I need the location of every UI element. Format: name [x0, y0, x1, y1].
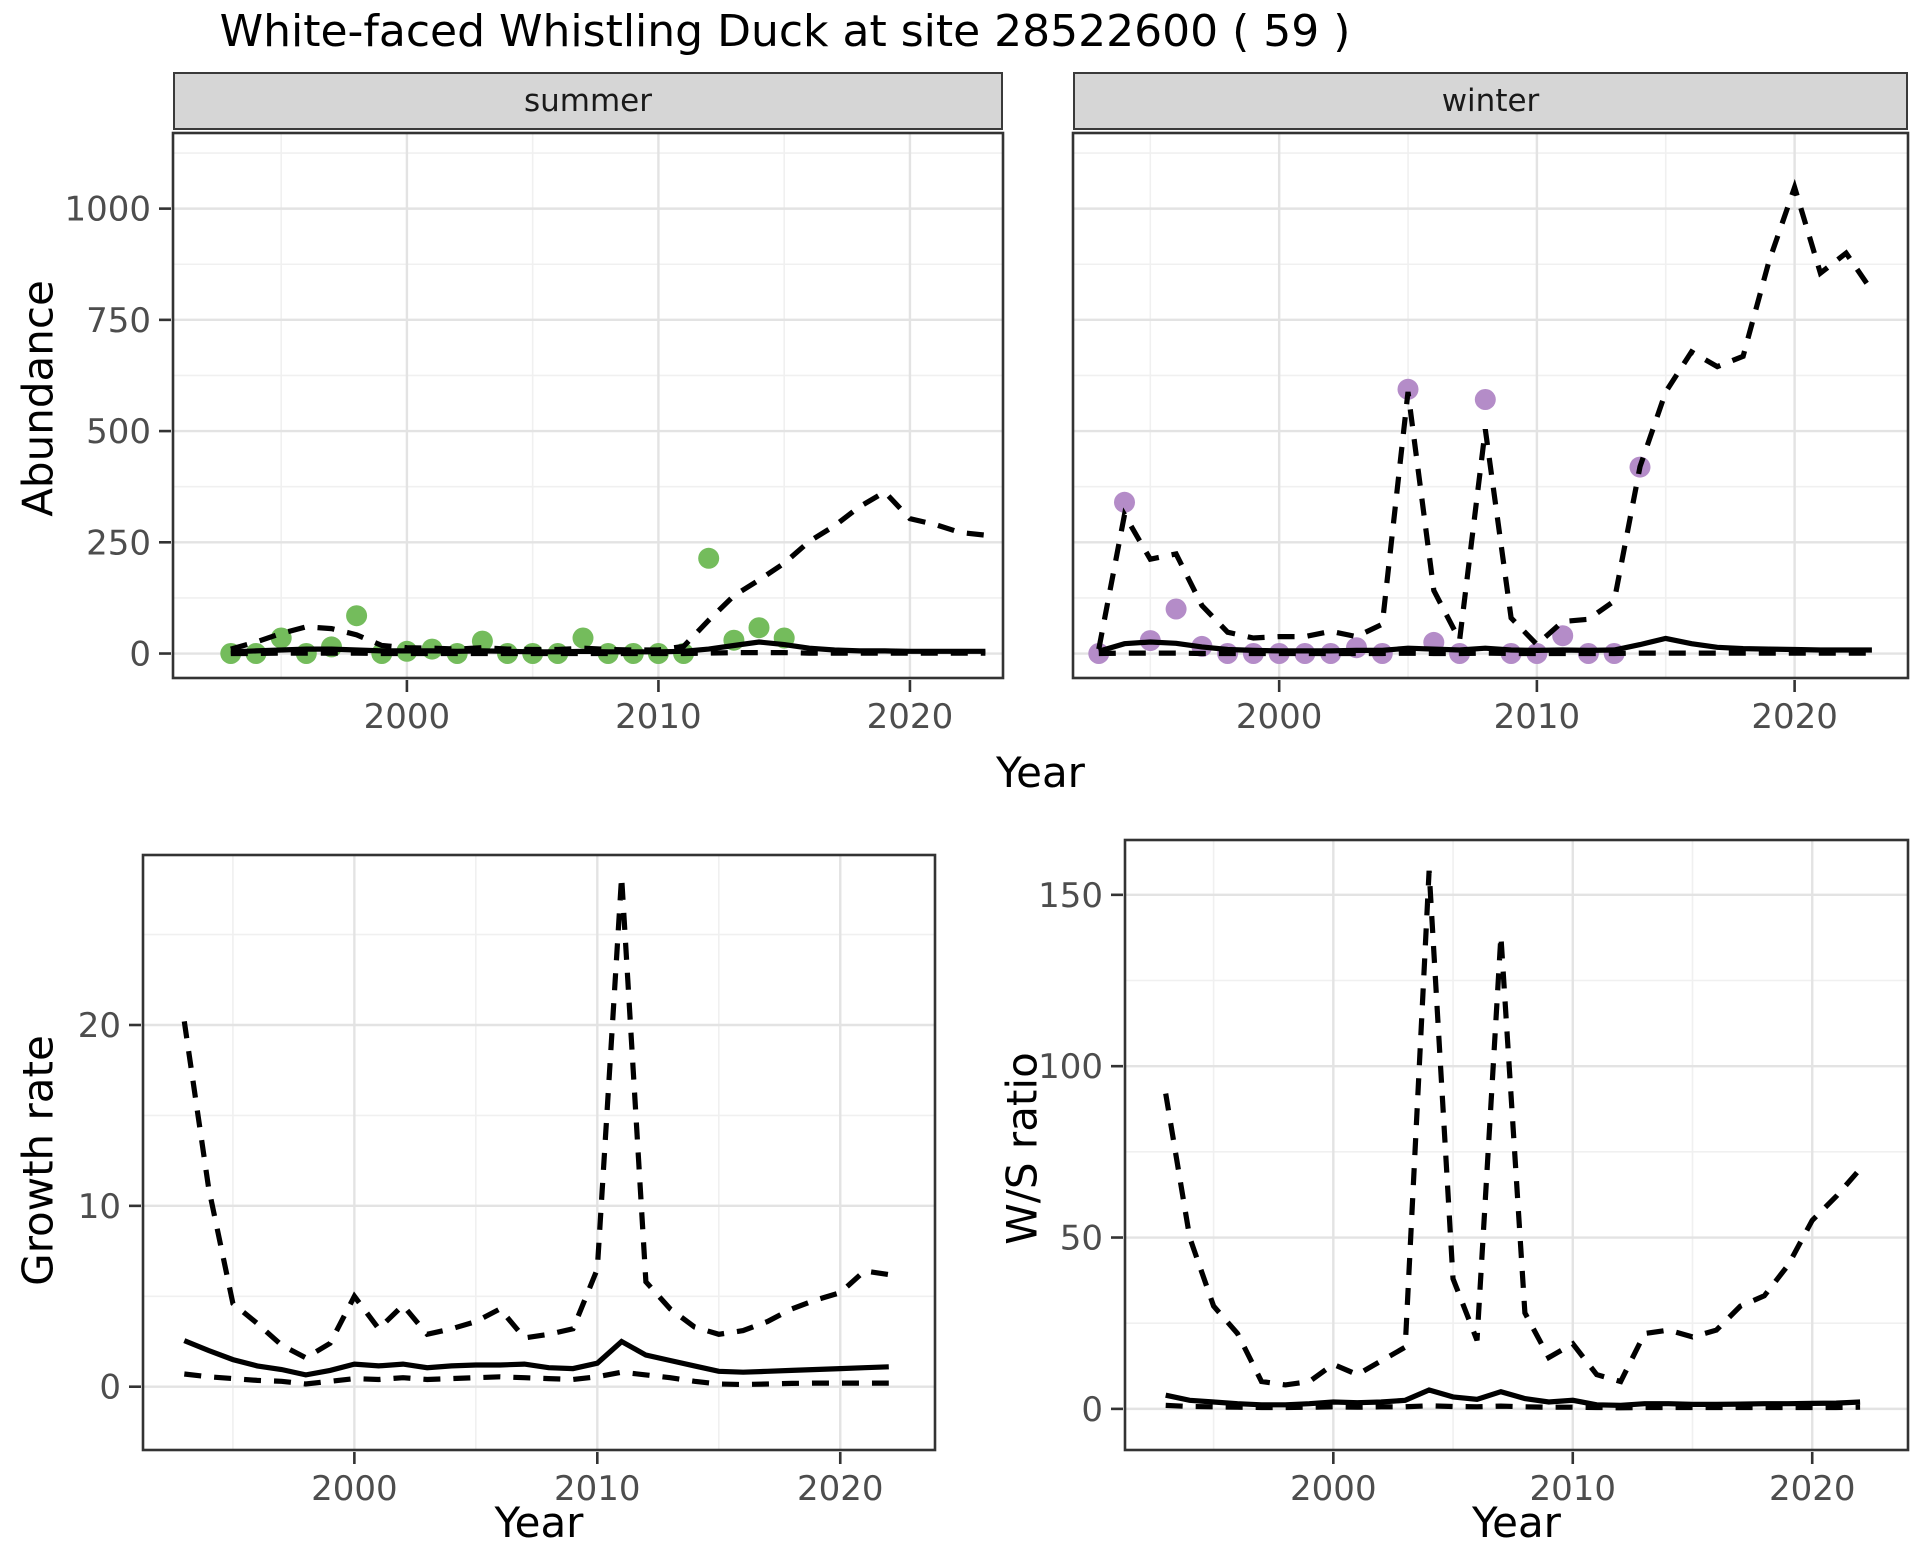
axis-tick-labels: 2000 2010 2020 0 250 500 750 1000 [64, 190, 953, 737]
x-axis-title-top: Year [996, 748, 1085, 797]
y-tick-label: 0 [99, 1368, 121, 1408]
panel-growth-rate: 2000 2010 2020 0 10 20 [78, 853, 937, 1509]
y-tick-label: 250 [86, 523, 151, 563]
axis-tick-labels: 2000 2010 2020 0 10 20 [78, 1006, 884, 1509]
x-tick-label: 2000 [1236, 697, 1323, 737]
gridlines-major [1073, 133, 1908, 678]
x-tick-label: 2010 [615, 697, 702, 737]
x-tick-label: 2000 [1290, 1469, 1377, 1509]
ci-upper-line [1096, 178, 1875, 650]
x-tick-label: 2020 [1769, 1469, 1856, 1509]
y-tick-label: 750 [86, 301, 151, 341]
panel-border [1123, 838, 1910, 1452]
y-tick-label: 50 [1060, 1219, 1103, 1259]
data-point [346, 605, 368, 627]
x-tick-label: 2010 [1494, 697, 1581, 737]
x-axis-title-ws: Year [1472, 1498, 1561, 1547]
facet-strip-winter: winter [1073, 72, 1908, 130]
y-tick-label: 0 [1081, 1390, 1103, 1430]
x-tick-label: 2000 [364, 697, 451, 737]
x-tick-label: 2010 [554, 1469, 641, 1509]
gridlines-major [1125, 840, 1908, 1450]
y-tick-label: 0 [129, 635, 151, 675]
data-point [1397, 378, 1419, 400]
fitted-line [230, 639, 986, 655]
data-point [572, 627, 594, 649]
data-point [1165, 598, 1187, 620]
gridlines-minor [173, 133, 1003, 678]
data-point [270, 627, 292, 649]
panel-border [1071, 131, 1910, 680]
gridlines-major [143, 855, 935, 1450]
y-tick-label: 20 [78, 1006, 121, 1046]
ci-lower-line [230, 650, 986, 657]
ci-upper-line [230, 488, 986, 653]
y-tick-label: 500 [86, 412, 151, 452]
facet-strip-winter-label: winter [1441, 83, 1540, 119]
data-point [748, 617, 770, 639]
gridlines-minor [1073, 133, 1908, 678]
y-tick-label: 1000 [64, 190, 151, 230]
page-title: White-faced Whistling Duck at site 28522… [219, 6, 1351, 57]
x-tick-label: 2010 [1530, 1469, 1617, 1509]
x-tick-label: 2000 [311, 1469, 398, 1509]
facet-strip-summer: summer [173, 72, 1003, 130]
x-axis-title-growth: Year [494, 1498, 584, 1547]
gridlines-major [173, 133, 1003, 678]
gridlines-minor [1125, 840, 1908, 1450]
y-tick-label: 10 [78, 1187, 121, 1227]
data-point [1474, 389, 1496, 410]
fitted-line [1098, 635, 1872, 654]
panel-abundance-winter: 2000 2010 2020 [1071, 131, 1910, 737]
data-point [698, 547, 720, 569]
facet-strip-summer-label: summer [523, 83, 652, 119]
axis-tick-labels: 2000 2010 2020 [1236, 680, 1838, 737]
fitted-line [1165, 1387, 1861, 1409]
panel-abundance-summer: 2000 2010 2020 0 250 500 750 1000 [64, 131, 1005, 737]
data-point [1552, 625, 1574, 647]
fitted-line [183, 1338, 889, 1378]
y-tick-label: 150 [1038, 876, 1103, 916]
panel-border [171, 131, 1005, 680]
x-tick-label: 2020 [867, 697, 954, 737]
panel-ws-ratio: 2000 2010 2020 0 50 100 150 [1038, 838, 1910, 1509]
axis-tick-labels: 2000 2010 2020 0 50 100 150 [1038, 876, 1855, 1509]
ci-lower-line [1165, 1402, 1861, 1411]
ci-upper-line [1163, 870, 1863, 1388]
gridlines-minor [143, 855, 935, 1450]
x-tick-label: 2020 [1751, 697, 1838, 737]
ci-upper-line [181, 876, 890, 1361]
y-tick-label: 100 [1038, 1047, 1103, 1087]
panel-border [141, 853, 937, 1452]
observed-points [1088, 378, 1651, 664]
data-point [1114, 491, 1135, 513]
x-tick-label: 2020 [797, 1469, 884, 1509]
